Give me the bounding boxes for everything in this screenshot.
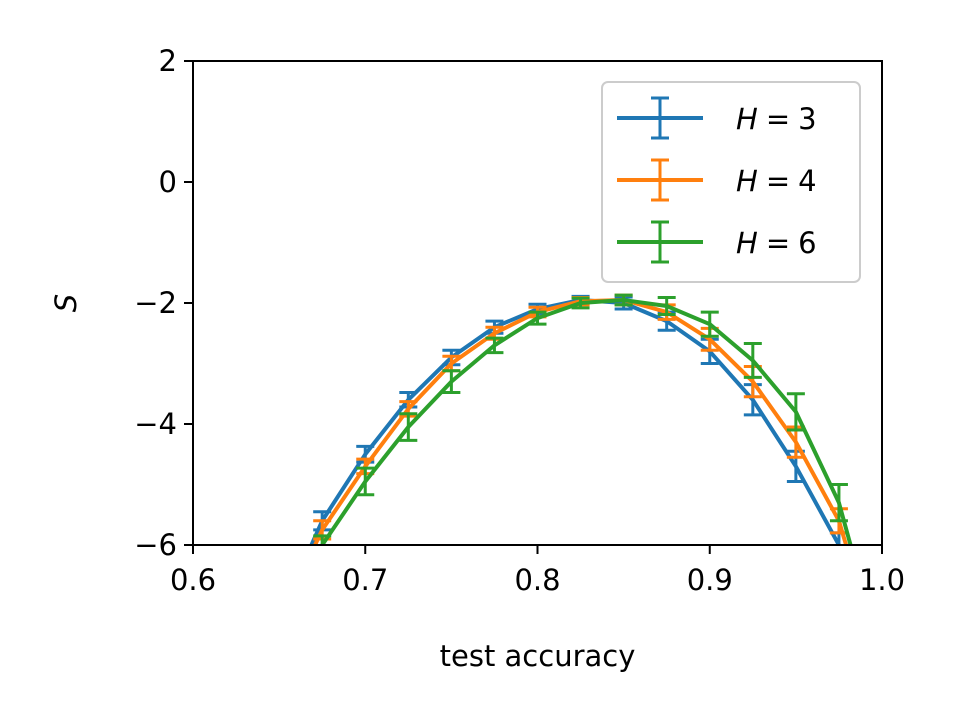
- legend-eq: =: [766, 102, 790, 136]
- x-tick-label: 0.8: [514, 563, 560, 597]
- series-h4: [312, 293, 849, 545]
- y-tick-label: −6: [134, 528, 177, 562]
- legend-num: 3: [798, 102, 816, 136]
- x-tick-label: 0.6: [170, 563, 216, 597]
- x-tick-label: 1.0: [859, 563, 905, 597]
- legend-label: H = 6: [736, 226, 817, 260]
- series-layer: [309, 293, 853, 545]
- legend-label: H = 3: [736, 102, 817, 136]
- legend-entry-h3: H = 3: [617, 96, 817, 140]
- legend-var: H: [736, 102, 758, 136]
- series-h3: [309, 294, 848, 545]
- y-tick-label: −4: [134, 407, 177, 441]
- series-h6: [313, 293, 853, 545]
- legend-label: H = 4: [736, 164, 817, 198]
- y-tick-label: −2: [134, 286, 177, 320]
- x-tick-label: 0.9: [687, 563, 733, 597]
- legend: H = 3H = 4H = 6: [601, 81, 861, 283]
- series-line: [312, 298, 849, 545]
- legend-eq: =: [766, 226, 790, 260]
- y-axis-label: S: [49, 294, 83, 312]
- x-tick-label: 0.7: [342, 563, 388, 597]
- legend-var: H: [736, 226, 758, 260]
- x-axis: 0.6 0.7 0.8 0.9 1.0: [170, 545, 905, 597]
- legend-var: H: [736, 164, 758, 198]
- legend-entry-h6: H = 6: [617, 220, 817, 264]
- y-axis: −6 −4 −2 0 2: [134, 44, 193, 562]
- y-tick-label: 2: [159, 44, 177, 78]
- legend-frame: [601, 81, 861, 283]
- legend-eq: =: [766, 164, 790, 198]
- legend-num: 4: [798, 164, 816, 198]
- legend-entry-h4: H = 4: [617, 158, 817, 202]
- series-line: [309, 298, 842, 545]
- legend-num: 6: [798, 226, 816, 260]
- series-line: [320, 298, 853, 545]
- x-axis-label: test accuracy: [440, 639, 636, 673]
- y-tick-label: 0: [159, 165, 177, 199]
